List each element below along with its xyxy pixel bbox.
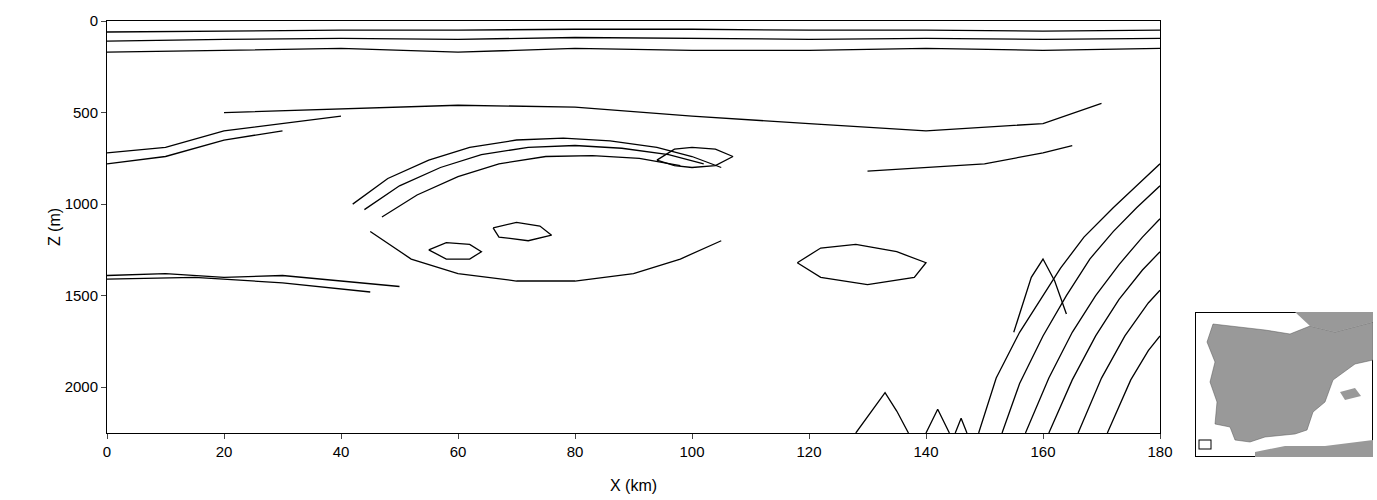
svg-text:60: 60 xyxy=(450,443,467,460)
svg-text:X (km): X (km) xyxy=(610,477,657,494)
svg-text:1500: 1500 xyxy=(65,287,98,304)
svg-text:180: 180 xyxy=(1147,443,1172,460)
svg-text:140: 140 xyxy=(913,443,938,460)
svg-text:20: 20 xyxy=(216,443,233,460)
svg-text:40: 40 xyxy=(333,443,350,460)
svg-text:1000: 1000 xyxy=(65,195,98,212)
svg-text:Z (m): Z (m) xyxy=(46,208,63,246)
svg-text:2000: 2000 xyxy=(65,378,98,395)
svg-text:160: 160 xyxy=(1030,443,1055,460)
svg-text:120: 120 xyxy=(796,443,821,460)
svg-text:0: 0 xyxy=(103,443,111,460)
svg-text:0: 0 xyxy=(90,12,98,29)
svg-text:80: 80 xyxy=(567,443,584,460)
svg-text:500: 500 xyxy=(73,104,98,121)
svg-text:100: 100 xyxy=(679,443,704,460)
